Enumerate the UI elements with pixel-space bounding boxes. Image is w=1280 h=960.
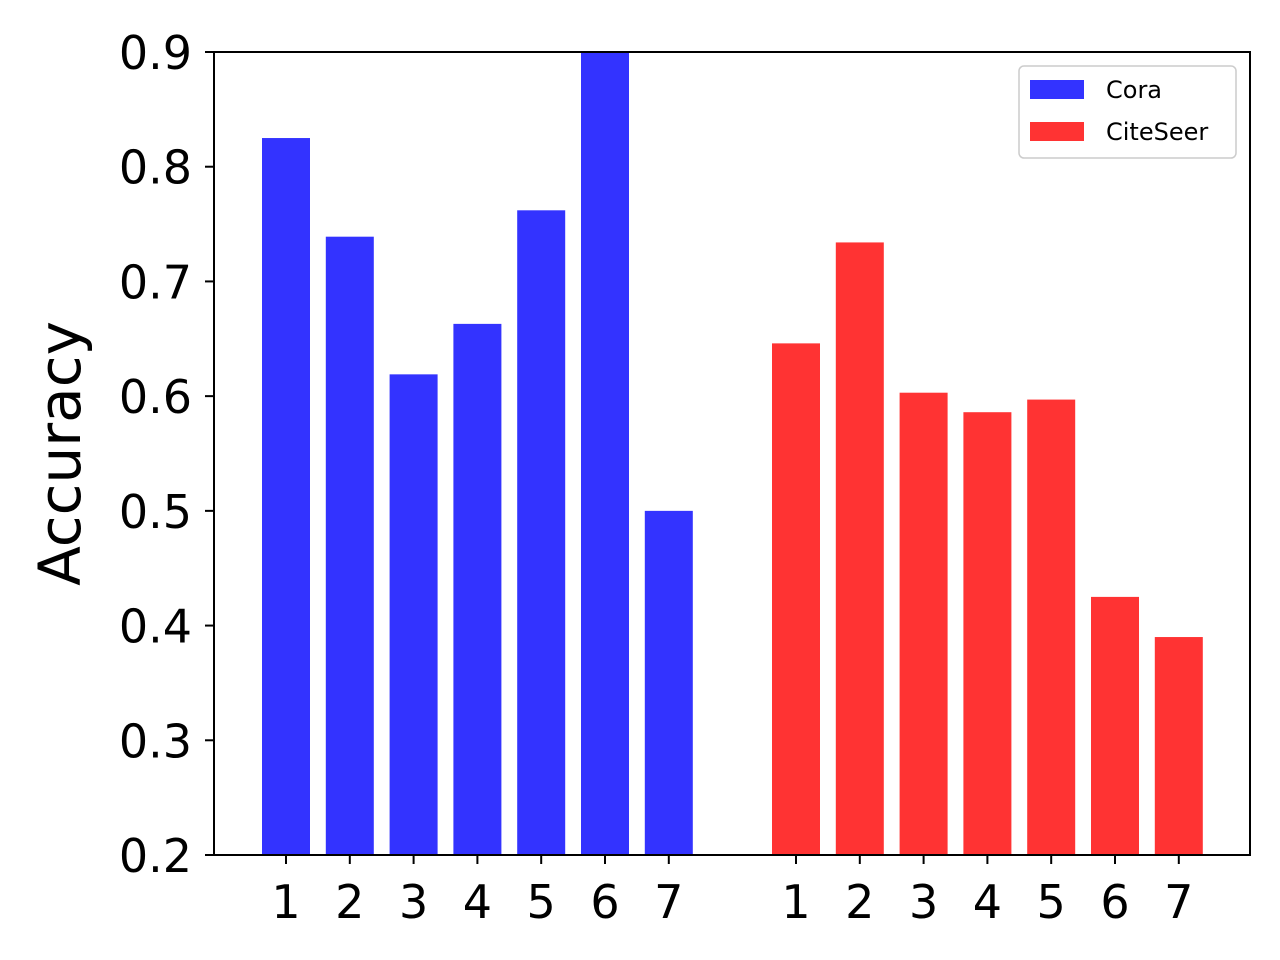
cora-bar-1 [262, 138, 310, 856]
citeseer-bar-2 [835, 242, 884, 855]
x-tick-label: 4 [463, 875, 492, 929]
legend-swatch-cora [1030, 80, 1084, 99]
y-tick-label: 0.6 [119, 370, 192, 424]
y-tick-label: 0.7 [119, 255, 192, 309]
cora-bar-5 [517, 210, 566, 855]
y-axis-title: Accuracy [26, 321, 94, 586]
y-tick-label: 0.8 [119, 141, 192, 195]
bars-layer [262, 52, 1203, 856]
y-tick-label: 0.4 [119, 600, 192, 654]
legend-label-cora: Cora [1106, 76, 1162, 104]
cora-bar-3 [389, 374, 438, 855]
legend-label-citeseer: CiteSeer [1106, 118, 1208, 146]
x-tick-label: 6 [590, 875, 619, 929]
x-tick-label: 1 [271, 875, 300, 929]
y-tick-label: 0.5 [119, 485, 192, 539]
x-tick-label: 3 [399, 875, 428, 929]
plot-frame [213, 51, 1251, 856]
cora-bar-4 [453, 323, 502, 855]
x-tick-label: 1 [781, 875, 810, 929]
x-tick-label: 5 [527, 875, 556, 929]
cora-bar-7 [644, 510, 693, 855]
y-tick-label: 0.9 [119, 26, 192, 80]
citeseer-bar-4 [963, 412, 1012, 855]
x-tick-label: 2 [845, 875, 874, 929]
legend: Cora CiteSeer [1018, 65, 1237, 159]
x-tick-label: 2 [335, 875, 364, 929]
x-tick-label: 3 [909, 875, 938, 929]
y-tick-label: 0.2 [119, 829, 192, 883]
legend-swatch-citeseer [1030, 122, 1084, 141]
citeseer-bar-3 [899, 392, 948, 855]
x-tick-label: 4 [973, 875, 1002, 929]
y-tick-label: 0.3 [119, 714, 192, 768]
x-tick-label: 5 [1037, 875, 1066, 929]
x-tick-label: 6 [1100, 875, 1129, 929]
citeseer-bar-5 [1027, 399, 1076, 855]
citeseer-bar-1 [772, 343, 820, 855]
x-tick-label: 7 [654, 875, 683, 929]
cora-bar-6 [581, 52, 629, 855]
x-tick-label: 7 [1164, 875, 1193, 929]
y-axis: 0.2 0.3 0.4 0.5 0.6 0.7 0.8 0.9 [119, 26, 214, 883]
citeseer-bar-6 [1091, 596, 1139, 855]
citeseer-bar-7 [1154, 637, 1203, 855]
cora-bar-2 [325, 236, 374, 855]
